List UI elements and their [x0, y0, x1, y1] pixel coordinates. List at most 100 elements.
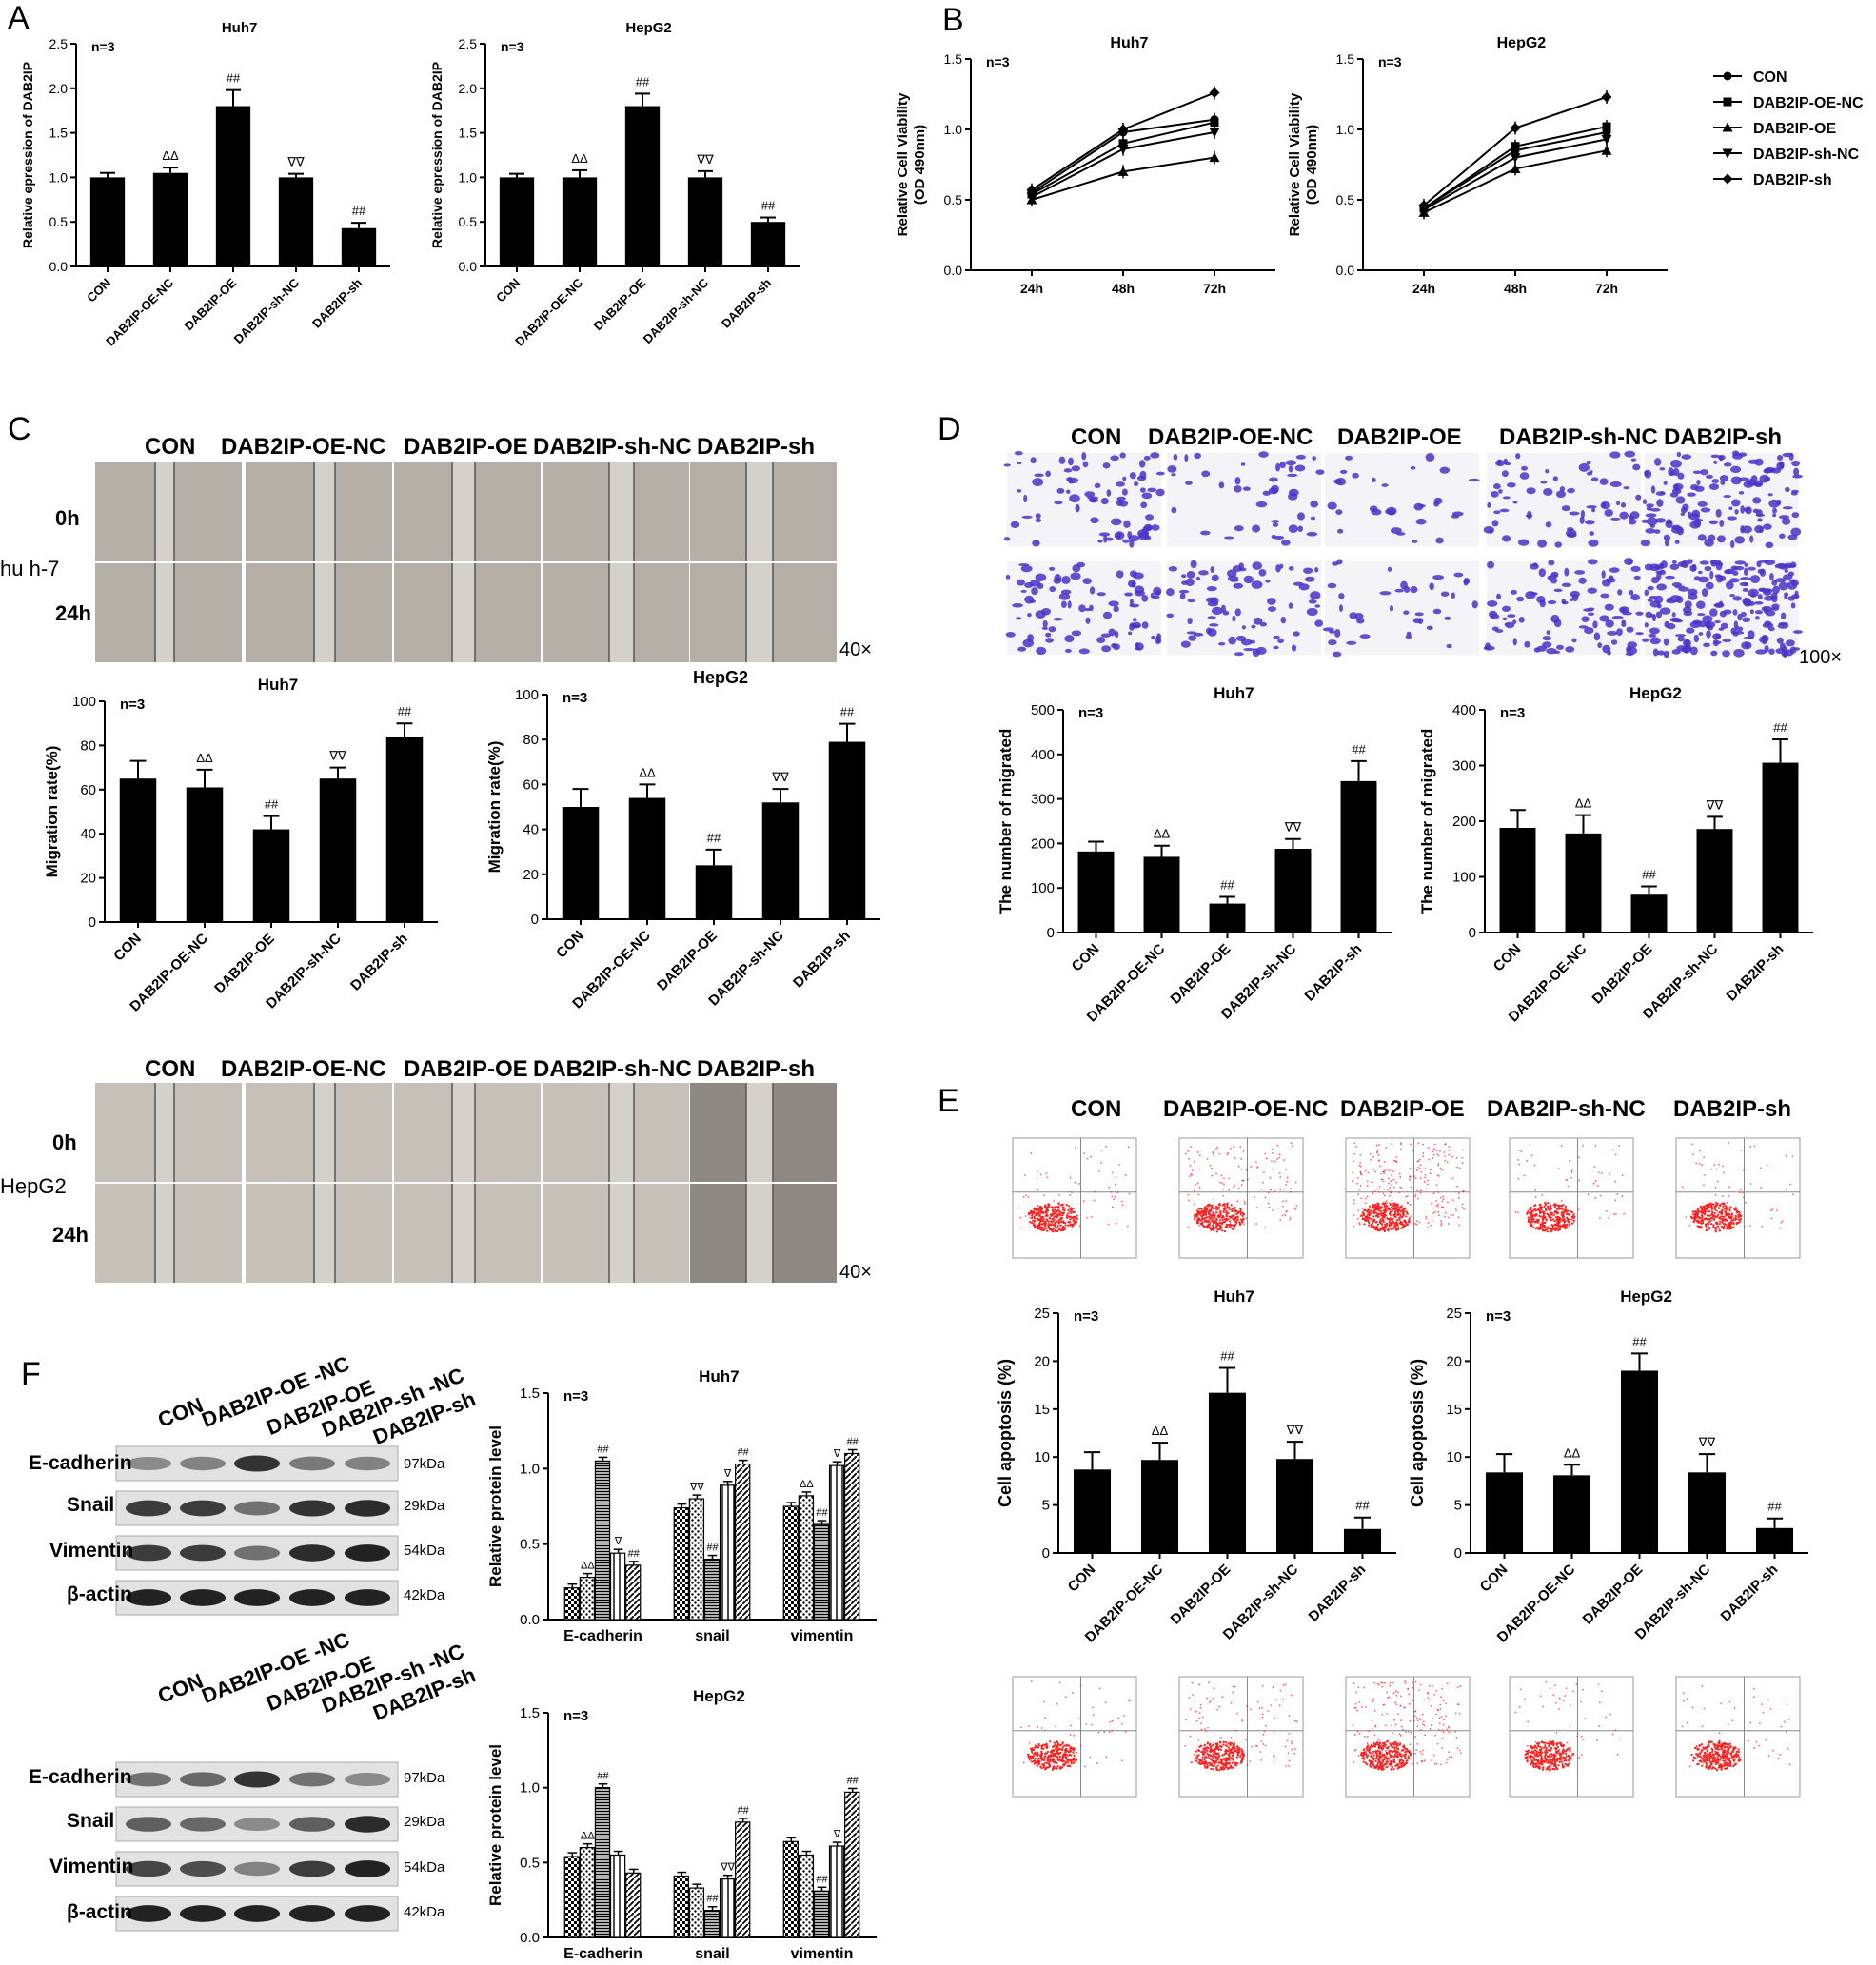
- event-dot: [1423, 1759, 1426, 1762]
- event-dot: [1216, 1764, 1219, 1767]
- stained-cell: [1089, 586, 1096, 595]
- event-dot: [1052, 1758, 1055, 1760]
- event-dot: [1035, 1745, 1037, 1749]
- event-dot: [1392, 1202, 1394, 1205]
- event-dot: [1193, 1189, 1195, 1192]
- event-dot: [1358, 1223, 1361, 1226]
- event-dot: [1458, 1749, 1461, 1752]
- stained-cell: [1587, 607, 1595, 611]
- event-dot: [1760, 1167, 1762, 1169]
- event-dot: [1694, 1218, 1697, 1221]
- event-dot: [1042, 1765, 1045, 1769]
- event-dot: [1735, 1211, 1739, 1214]
- event-dot: [1209, 1214, 1212, 1217]
- event-dot: [1389, 1190, 1392, 1193]
- event-dot: [1029, 1209, 1033, 1213]
- event-dot: [1543, 1212, 1546, 1215]
- event-dot: [1290, 1188, 1293, 1190]
- event-dot: [1041, 1210, 1044, 1213]
- event-dot: [1430, 1172, 1432, 1175]
- stained-cell: [1201, 470, 1211, 478]
- event-dot: [1207, 1224, 1210, 1227]
- event-dot: [1098, 1170, 1100, 1172]
- event-dot: [1394, 1228, 1398, 1230]
- event-dot: [1530, 1207, 1532, 1209]
- x-tick-label: DAB2IP-OE: [181, 275, 239, 333]
- event-dot: [1196, 1211, 1199, 1215]
- stained-cell: [1759, 474, 1769, 483]
- stained-cell: [1607, 630, 1618, 636]
- event-dot: [1061, 1208, 1065, 1211]
- event-dot: [1066, 1764, 1069, 1768]
- event-dot: [1615, 1213, 1617, 1215]
- stained-cell: [1578, 462, 1590, 472]
- event-dot: [1372, 1750, 1375, 1753]
- event-dot: [1749, 1183, 1752, 1185]
- stained-cell: [1277, 638, 1284, 643]
- bar: [341, 227, 377, 266]
- stained-cell: [1649, 637, 1661, 645]
- y-tick-label: 100: [1031, 880, 1055, 896]
- stained-cell: [1678, 586, 1690, 592]
- event-dot: [1356, 1730, 1359, 1733]
- event-dot: [1419, 1191, 1422, 1194]
- event-dot: [1447, 1216, 1450, 1219]
- event-dot: [1728, 1186, 1731, 1189]
- stained-cell: [1118, 500, 1129, 507]
- event-dot: [1362, 1217, 1365, 1220]
- event-dot: [1389, 1225, 1392, 1228]
- event-dot: [1274, 1756, 1275, 1759]
- event-dot: [1039, 1208, 1042, 1211]
- event-dot: [1380, 1172, 1383, 1175]
- x-tick-label: DAB2IP-sh: [1723, 941, 1787, 1005]
- event-dot: [1439, 1167, 1442, 1169]
- stained-cell: [1210, 566, 1215, 573]
- event-dot: [1214, 1752, 1217, 1755]
- image-background: [999, 1667, 1140, 1810]
- event-dot: [1459, 1685, 1462, 1687]
- event-dot: [1043, 1763, 1046, 1766]
- event-dot: [1279, 1176, 1282, 1178]
- event-dot: [1432, 1192, 1435, 1195]
- stained-cell: [1753, 480, 1764, 488]
- event-dot: [1201, 1716, 1204, 1719]
- stained-cell: [1156, 633, 1162, 640]
- event-dot: [1723, 1208, 1726, 1210]
- event-dot: [1197, 1224, 1200, 1227]
- event-dot: [1056, 1748, 1059, 1751]
- event-dot: [1734, 1215, 1738, 1218]
- event-dot: [1236, 1761, 1239, 1765]
- stained-cell: [1727, 516, 1738, 521]
- stained-cell: [1728, 506, 1733, 511]
- stained-cell: [1762, 588, 1772, 596]
- event-dot: [1531, 1215, 1534, 1219]
- event-dot: [1438, 1717, 1441, 1719]
- event-dot: [1233, 1740, 1235, 1743]
- event-dot: [1047, 1224, 1050, 1227]
- stained-cell: [1601, 579, 1611, 587]
- event-dot: [1231, 1209, 1234, 1212]
- wound-image: [95, 1083, 242, 1182]
- x-tick-label: DAB2IP-OE-NC: [103, 275, 176, 348]
- event-dot: [1718, 1207, 1721, 1209]
- event-dot: [1079, 1684, 1082, 1687]
- event-dot: [1363, 1208, 1366, 1212]
- event-dot: [1056, 1220, 1058, 1224]
- stained-cell: [1705, 620, 1711, 629]
- event-dot: [1370, 1752, 1372, 1755]
- significance-mark: ∇∇: [720, 1862, 735, 1874]
- event-dot: [1212, 1228, 1214, 1231]
- event-dot: [1210, 1762, 1214, 1765]
- event-dot: [1249, 1760, 1252, 1762]
- event-dot: [1369, 1152, 1372, 1155]
- event-dot: [1060, 1217, 1064, 1220]
- stained-cell: [1387, 566, 1392, 572]
- event-dot: [1389, 1756, 1392, 1759]
- event-dot: [1728, 1225, 1731, 1228]
- event-dot: [1256, 1166, 1259, 1168]
- event-dot: [1415, 1223, 1418, 1226]
- wound-gap: [314, 1083, 335, 1182]
- stained-cell: [1706, 474, 1713, 479]
- event-dot: [1204, 1760, 1207, 1763]
- event-dot: [1270, 1704, 1273, 1706]
